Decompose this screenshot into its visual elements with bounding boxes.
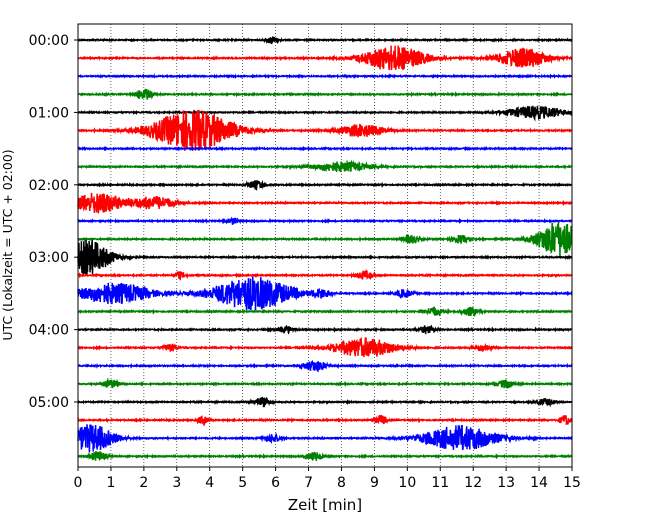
x-tick-label: 2 (139, 475, 148, 491)
y-tick-label: 01:00 (29, 105, 69, 121)
y-tick-label: 02:00 (29, 178, 69, 194)
trace-line (77, 145, 573, 152)
x-tick-label: 3 (172, 475, 181, 491)
x-tick-label: 13 (497, 475, 515, 491)
trace-line (77, 221, 573, 257)
x-tick-label: 0 (74, 475, 83, 491)
x-tick-label: 14 (530, 475, 548, 491)
trace-line (77, 414, 573, 427)
trace-line (77, 45, 573, 71)
trace-line (77, 424, 573, 453)
y-tick-label: 03:00 (29, 250, 69, 266)
trace-line (77, 324, 573, 335)
trace-line (77, 88, 573, 100)
plot-area-frame (77, 23, 573, 468)
y-tick-label: 05:00 (29, 395, 69, 411)
x-tick-label: 10 (398, 475, 416, 491)
trace-line (77, 359, 573, 373)
x-tick-label: 12 (464, 475, 482, 491)
y-axis-ticks: 00:00 01:00 02:00 03:00 04:00 05:00 (29, 33, 78, 411)
y-tick-label: 00:00 (29, 33, 69, 49)
trace-line (77, 216, 573, 225)
trace-line (77, 105, 573, 122)
x-tick-label: 5 (238, 475, 247, 491)
trace-line (77, 377, 573, 389)
trace-line (77, 451, 573, 461)
trace-line (77, 159, 573, 173)
trace-line (77, 239, 573, 275)
trace-line (77, 306, 573, 318)
x-tick-label: 11 (431, 475, 449, 491)
trace-line (77, 276, 573, 311)
trace-line (77, 179, 573, 191)
trace-line (77, 36, 573, 45)
trace-line (77, 269, 573, 281)
x-tick-label: 7 (304, 475, 313, 491)
x-axis-ticks: 0 1 2 3 4 5 6 7 8 9 10 11 12 13 14 15 (74, 467, 581, 491)
seismic-traces (77, 36, 573, 461)
trace-line (77, 109, 573, 152)
trace-line (77, 73, 573, 80)
x-tick-label: 1 (106, 475, 115, 491)
x-axis-label: Zeit [min] (288, 496, 362, 514)
trace-line (77, 396, 573, 408)
y-tick-label: 04:00 (29, 323, 69, 339)
x-tick-label: 8 (337, 475, 346, 491)
y-axis-label: UTC (Lokalzeit = UTC + 02:00) (0, 149, 15, 340)
x-tick-label: 15 (563, 475, 581, 491)
trace-line (77, 337, 573, 358)
x-tick-label: 9 (370, 475, 379, 491)
x-tick-label: 4 (205, 475, 214, 491)
x-tick-label: 6 (271, 475, 280, 491)
trace-line (77, 192, 573, 214)
